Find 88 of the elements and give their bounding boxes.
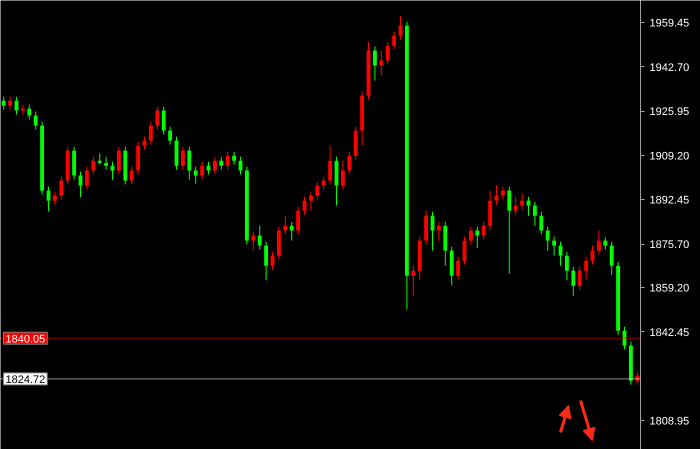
- candlestick: [296, 206, 300, 236]
- candlestick: [104, 156, 108, 170]
- candlestick: [168, 126, 172, 146]
- candlestick: [603, 236, 608, 250]
- candlestick: [20, 104, 25, 115]
- y-tick-label: 1959.45: [650, 18, 690, 30]
- candlestick: [468, 226, 473, 246]
- candlestick: [386, 41, 390, 65]
- candlestick: [116, 146, 121, 175]
- candlestick: [212, 156, 217, 175]
- y-tick-label: 1875.70: [650, 239, 690, 252]
- candlestick: [84, 166, 89, 190]
- candlestick: [8, 96, 12, 110]
- candlestick: [98, 152, 102, 166]
- candlestick: [514, 196, 518, 216]
- candlestick: [251, 231, 256, 252]
- candlestick: [130, 166, 134, 186]
- y-tick-label: 1859.20: [650, 282, 690, 295]
- candlestick: [539, 211, 544, 236]
- candlestick: [34, 111, 38, 130]
- candlestick: [340, 160, 345, 190]
- candlestick: [226, 151, 230, 170]
- y-tick-label: 1808.95: [650, 416, 690, 428]
- candlestick: [219, 156, 224, 170]
- y-tick-label: 1942.70: [650, 62, 690, 74]
- candlestick: [270, 251, 274, 270]
- candlestick: [238, 156, 242, 175]
- candlestick: [2, 96, 6, 110]
- candlestick: [379, 50, 384, 76]
- candlestick: [46, 186, 50, 212]
- candlestick: [264, 241, 268, 281]
- candlestick: [194, 166, 198, 184]
- y-tick-label: 1909.20: [650, 150, 690, 162]
- y-tick-label: 1842.45: [650, 326, 690, 339]
- candlestick: [372, 46, 377, 82]
- ref-line-label: 1840.05: [6, 333, 46, 346]
- candlestick: [302, 196, 306, 216]
- y-tick-label: 1925.95: [650, 106, 690, 118]
- candlestick: [347, 151, 352, 175]
- candlestick: [14, 96, 18, 115]
- candlestick: [200, 161, 204, 180]
- ref-line-label: 1824.72: [6, 374, 46, 386]
- candlestick: [571, 266, 576, 296]
- candlestick: [622, 326, 626, 350]
- candlestick: [206, 161, 210, 175]
- candlestick: [500, 186, 505, 200]
- candlestick: [52, 191, 57, 206]
- candlestick: [494, 185, 498, 206]
- candlestick: [507, 186, 512, 274]
- candlestick: [610, 241, 614, 276]
- candlestick: [462, 236, 466, 266]
- candlestick: [392, 31, 396, 50]
- candlestick: [148, 121, 153, 146]
- y-tick-label: 1892.45: [650, 194, 690, 207]
- candlestick: [155, 106, 160, 130]
- candlestick: [590, 245, 594, 266]
- candlestick: [187, 146, 192, 180]
- candlestick: [398, 15, 402, 40]
- candlestick: [315, 181, 320, 200]
- candlestick: [456, 256, 460, 280]
- candlestick: [546, 226, 550, 252]
- candlestick: [59, 176, 64, 200]
- candlestick: [578, 266, 582, 290]
- candlestick: [584, 256, 588, 280]
- candlestick: [564, 251, 569, 281]
- candlestick: [475, 226, 480, 249]
- candlestick: [232, 151, 236, 166]
- candlestick: [558, 241, 562, 266]
- candlestick: [436, 221, 441, 242]
- candlestick: [411, 265, 416, 297]
- candlestick: [258, 225, 262, 250]
- candlestick: [308, 191, 313, 212]
- candlestick: [526, 196, 530, 216]
- candlestick: [180, 146, 185, 170]
- candlestick: [162, 106, 166, 136]
- candlestick: [520, 192, 524, 210]
- candlestick: [532, 201, 537, 226]
- candlestick: [142, 136, 146, 150]
- candlestick: [635, 371, 640, 386]
- candlestick: [552, 236, 556, 256]
- candlestick: [110, 161, 114, 180]
- candlestick: [91, 156, 96, 175]
- candlestick: [27, 104, 32, 120]
- candlestick: [328, 145, 332, 186]
- candlestick: [596, 230, 601, 256]
- candlestick: [430, 211, 434, 252]
- candlestick: [322, 176, 326, 190]
- candlestick: [78, 171, 82, 198]
